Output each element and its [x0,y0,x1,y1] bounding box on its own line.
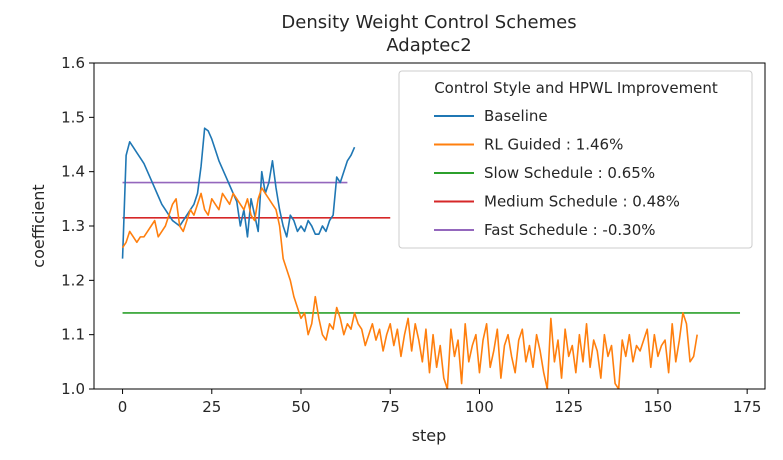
y-tick-label: 1.4 [61,163,85,181]
y-tick-label: 1.5 [61,108,85,126]
x-tick-label: 0 [118,398,128,416]
plot-frame [93,62,766,390]
series-line-rl-guided [121,187,698,389]
legend-label-medium-schedule: Medium Schedule : 0.48% [484,193,680,211]
legend-title: Control Style and HPWL Improvement [434,79,718,97]
x-tick-label: 50 [291,398,310,416]
series-line-baseline [121,127,356,259]
x-tick-label: 150 [644,398,673,416]
y-tick-label: 1.2 [61,271,85,289]
legend-label-slow-schedule: Slow Schedule : 0.65% [484,164,655,182]
x-tick-label: 175 [733,398,762,416]
x-tick-label: 75 [381,398,400,416]
x-tick-label: 100 [465,398,494,416]
x-tick-label: 25 [202,398,221,416]
chart-subtitle: Adaptec2 [386,35,471,56]
chart-title: Density Weight Control Schemes [281,12,576,33]
legend-label-baseline: Baseline [484,107,548,125]
legend-box [398,70,753,249]
y-tick-label: 1.0 [61,380,85,398]
legend-label-fast-schedule: Fast Schedule : -0.30% [484,221,656,239]
legend: Control Style and HPWL Improvement Basel… [398,70,753,249]
x-tick-label: 125 [554,398,583,416]
series-layer [121,127,741,389]
x-axis-label: step [412,426,447,445]
legend-entries: Baseline RL Guided : 1.46% Slow Schedule :… [434,107,680,239]
y-tick-label: 1.1 [61,326,85,344]
y-tick-label: 1.6 [61,54,85,72]
legend-label-rl-guided: RL Guided : 1.46% [484,136,623,154]
y-axis-label: coefficient [29,184,48,267]
y-tick-label: 1.3 [61,217,85,235]
y-axis: 1.0 1.1 1.2 1.3 1.4 1.5 1.6 [61,54,94,398]
x-axis: 0 25 50 75 100 125 150 175 [118,389,762,416]
